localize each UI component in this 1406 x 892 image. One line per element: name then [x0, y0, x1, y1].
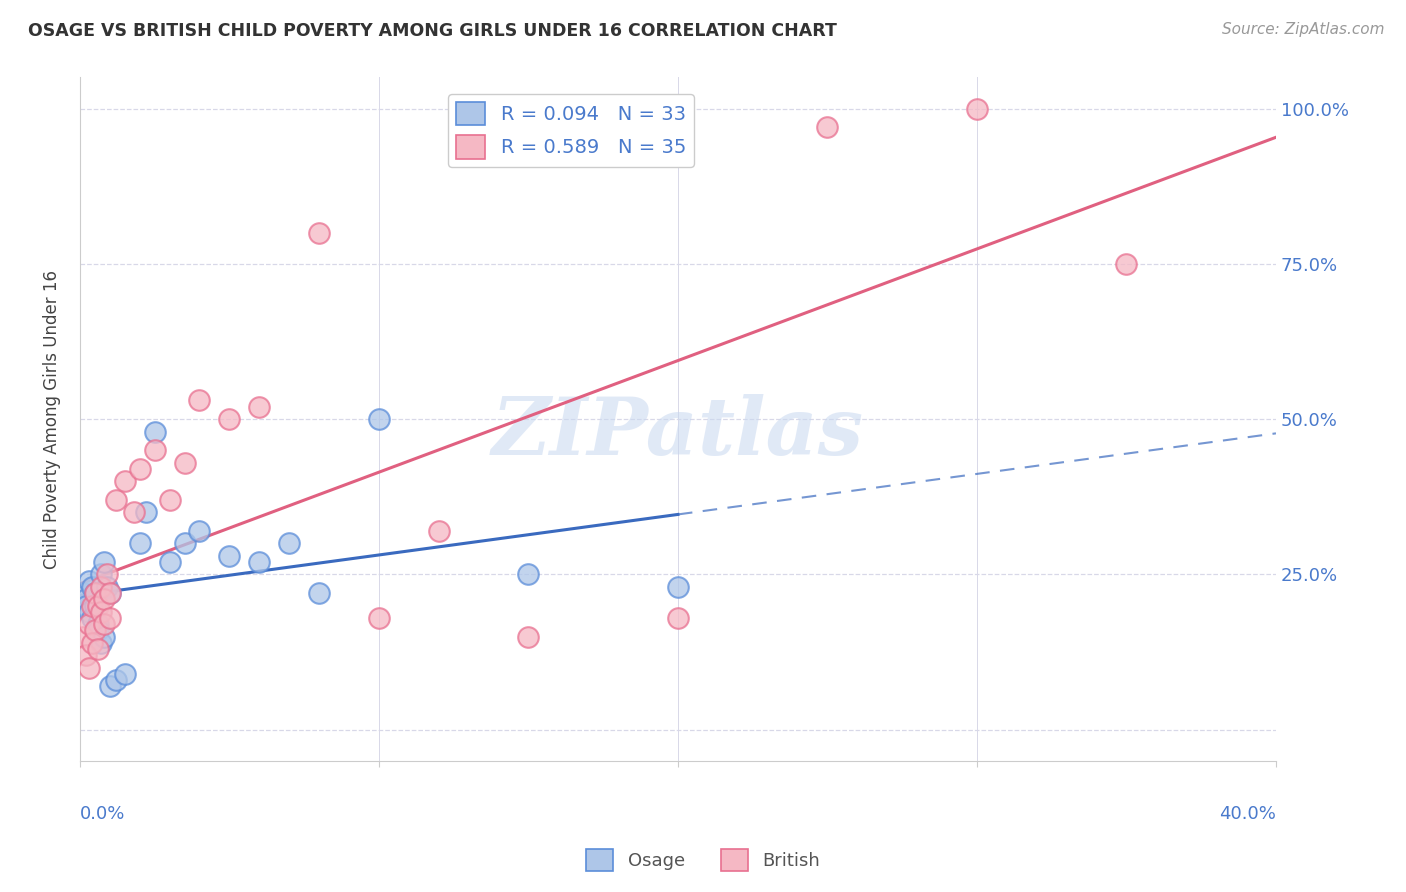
Point	[517, 630, 540, 644]
Text: OSAGE VS BRITISH CHILD POVERTY AMONG GIRLS UNDER 16 CORRELATION CHART: OSAGE VS BRITISH CHILD POVERTY AMONG GIR…	[28, 22, 837, 40]
Point	[128, 536, 150, 550]
Point	[80, 599, 103, 613]
Point	[87, 624, 110, 638]
Point	[966, 102, 988, 116]
Point	[77, 574, 100, 588]
Point	[666, 611, 689, 625]
Point	[93, 630, 115, 644]
Point	[114, 475, 136, 489]
Point	[93, 617, 115, 632]
Point	[218, 412, 240, 426]
Point	[83, 586, 105, 600]
Point	[114, 666, 136, 681]
Point	[90, 567, 112, 582]
Point	[72, 586, 94, 600]
Point	[83, 624, 105, 638]
Point	[77, 617, 100, 632]
Point	[80, 636, 103, 650]
Point	[815, 120, 838, 135]
Point	[173, 456, 195, 470]
Point	[143, 443, 166, 458]
Point	[75, 592, 97, 607]
Point	[517, 567, 540, 582]
Point	[87, 642, 110, 657]
Point	[75, 599, 97, 613]
Point	[80, 580, 103, 594]
Point	[1115, 257, 1137, 271]
Point	[90, 605, 112, 619]
Point	[93, 555, 115, 569]
Point	[98, 586, 121, 600]
Text: ZIPatlas: ZIPatlas	[492, 394, 863, 472]
Point	[122, 505, 145, 519]
Y-axis label: Child Poverty Among Girls Under 16: Child Poverty Among Girls Under 16	[44, 269, 60, 568]
Text: 40.0%: 40.0%	[1219, 805, 1277, 823]
Point	[96, 567, 118, 582]
Point	[80, 611, 103, 625]
Point	[188, 393, 211, 408]
Point	[87, 617, 110, 632]
Point	[159, 555, 181, 569]
Point	[427, 524, 450, 538]
Point	[128, 462, 150, 476]
Point	[98, 611, 121, 625]
Point	[218, 549, 240, 563]
Legend: R = 0.094   N = 33, R = 0.589   N = 35: R = 0.094 N = 33, R = 0.589 N = 35	[449, 94, 695, 167]
Point	[98, 586, 121, 600]
Point	[367, 611, 389, 625]
Text: 0.0%: 0.0%	[80, 805, 125, 823]
Point	[93, 592, 115, 607]
Point	[308, 226, 330, 240]
Point	[83, 586, 105, 600]
Point	[104, 492, 127, 507]
Point	[159, 492, 181, 507]
Point	[135, 505, 157, 519]
Legend: Osage, British: Osage, British	[579, 842, 827, 879]
Point	[308, 586, 330, 600]
Point	[72, 630, 94, 644]
Point	[367, 412, 389, 426]
Point	[77, 660, 100, 674]
Point	[87, 599, 110, 613]
Point	[90, 580, 112, 594]
Point	[247, 400, 270, 414]
Point	[77, 605, 100, 619]
Point	[188, 524, 211, 538]
Point	[83, 599, 105, 613]
Text: Source: ZipAtlas.com: Source: ZipAtlas.com	[1222, 22, 1385, 37]
Point	[666, 580, 689, 594]
Point	[104, 673, 127, 687]
Point	[278, 536, 301, 550]
Point	[247, 555, 270, 569]
Point	[98, 679, 121, 693]
Point	[90, 636, 112, 650]
Point	[143, 425, 166, 439]
Point	[173, 536, 195, 550]
Point	[96, 580, 118, 594]
Point	[75, 648, 97, 663]
